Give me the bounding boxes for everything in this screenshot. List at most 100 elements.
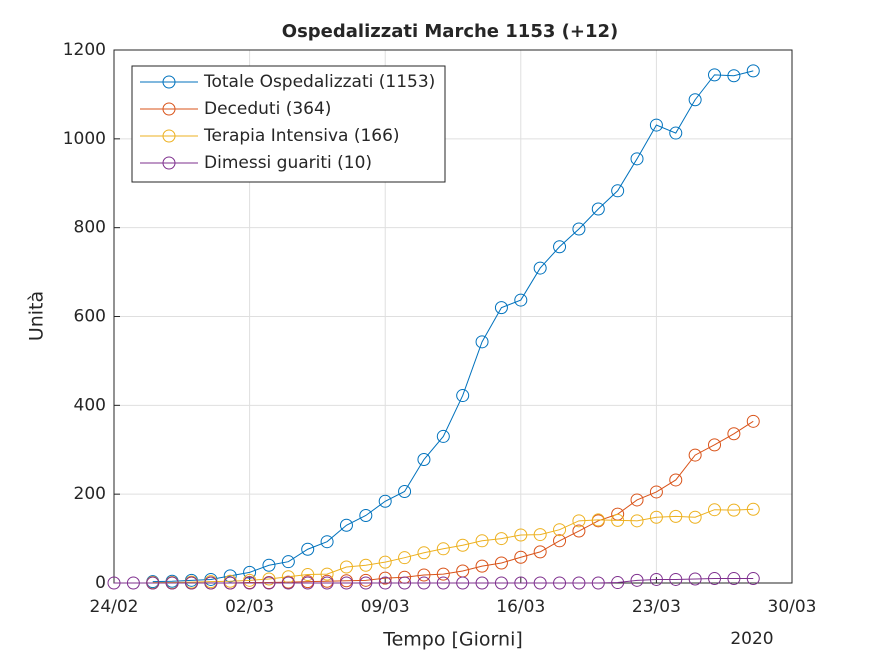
data-point — [378, 571, 392, 585]
data-point — [649, 485, 663, 499]
data-point — [417, 568, 431, 582]
data-point — [533, 528, 547, 542]
data-point — [204, 576, 218, 590]
data-point — [649, 118, 663, 132]
data-point — [669, 126, 683, 140]
data-point — [669, 473, 683, 487]
y-tick-label: 1000 — [63, 129, 106, 149]
data-point — [708, 572, 722, 586]
chart-title: Ospedalizzati Marche 1153 (+12) — [282, 21, 618, 42]
data-point — [456, 576, 470, 590]
data-point — [301, 576, 315, 590]
legend-label: Dimessi guariti (10) — [204, 153, 372, 173]
year-label: 2020 — [730, 629, 773, 649]
legend-marker — [162, 75, 176, 89]
y-tick-label: 600 — [74, 307, 106, 327]
data-point — [708, 503, 722, 517]
data-point — [475, 576, 489, 590]
x-tick-label: 09/03 — [361, 597, 410, 617]
data-point — [572, 524, 586, 538]
data-point — [746, 414, 760, 428]
x-axis-label: Tempo [Giorni] — [382, 629, 523, 651]
data-point — [746, 502, 760, 516]
data-point — [398, 551, 412, 565]
y-tick-label: 1200 — [63, 40, 106, 60]
data-point — [708, 438, 722, 452]
data-point — [339, 576, 353, 590]
data-point — [591, 513, 605, 527]
data-point — [630, 493, 644, 507]
y-tick-label: 0 — [95, 573, 106, 593]
x-tick-label: 16/03 — [496, 597, 545, 617]
data-point — [281, 576, 295, 590]
data-point — [746, 64, 760, 78]
data-point — [262, 558, 276, 572]
data-point — [456, 538, 470, 552]
data-point — [359, 558, 373, 572]
data-point — [146, 576, 160, 590]
data-point — [533, 545, 547, 559]
legend-marker — [162, 102, 176, 116]
data-point — [572, 576, 586, 590]
data-point — [262, 576, 276, 590]
data-point — [107, 576, 121, 590]
x-tick-label: 23/03 — [632, 597, 681, 617]
data-point — [320, 576, 334, 590]
data-point — [611, 184, 625, 198]
legend-label: Terapia Intensiva (166) — [203, 126, 400, 146]
data-point — [746, 572, 760, 586]
legend-label: Deceduti (364) — [204, 99, 331, 119]
data-point — [553, 534, 567, 548]
data-point — [591, 576, 605, 590]
data-point — [494, 556, 508, 570]
data-point — [533, 261, 547, 275]
data-point — [514, 528, 528, 542]
data-point — [475, 335, 489, 349]
y-tick-label: 200 — [74, 484, 106, 504]
data-point — [262, 572, 276, 586]
data-point — [436, 429, 450, 443]
data-point — [475, 559, 489, 573]
data-point — [553, 523, 567, 537]
data-point — [649, 510, 663, 524]
data-point — [611, 576, 625, 590]
data-point — [126, 576, 140, 590]
legend-label: Totale Ospedalizzati (1153) — [203, 72, 435, 92]
data-point — [630, 152, 644, 166]
data-point — [514, 293, 528, 307]
data-point — [688, 448, 702, 462]
x-tick-label: 24/02 — [90, 597, 139, 617]
data-point — [494, 532, 508, 546]
data-point — [378, 494, 392, 508]
data-point — [243, 573, 257, 587]
data-point — [339, 518, 353, 532]
data-point — [417, 576, 431, 590]
legend-marker — [162, 156, 176, 170]
data-point — [281, 555, 295, 569]
data-point — [553, 576, 567, 590]
data-point — [688, 572, 702, 586]
data-point — [591, 202, 605, 216]
y-tick-label: 400 — [74, 395, 106, 415]
data-point — [688, 93, 702, 107]
data-point — [359, 573, 373, 587]
data-point — [514, 576, 528, 590]
y-axis-label: Unità — [26, 291, 48, 341]
data-point — [611, 513, 625, 527]
data-point — [727, 69, 741, 83]
data-point — [398, 485, 412, 499]
data-point — [243, 576, 257, 590]
data-point — [436, 542, 450, 556]
data-point — [417, 546, 431, 560]
x-tick-label: 30/03 — [768, 597, 817, 617]
data-point — [630, 514, 644, 528]
data-point — [727, 427, 741, 441]
data-point — [475, 534, 489, 548]
data-point — [494, 301, 508, 315]
data-point — [184, 576, 198, 590]
series-line — [152, 508, 754, 584]
data-point — [436, 567, 450, 581]
data-point — [572, 222, 586, 236]
data-point — [378, 555, 392, 569]
